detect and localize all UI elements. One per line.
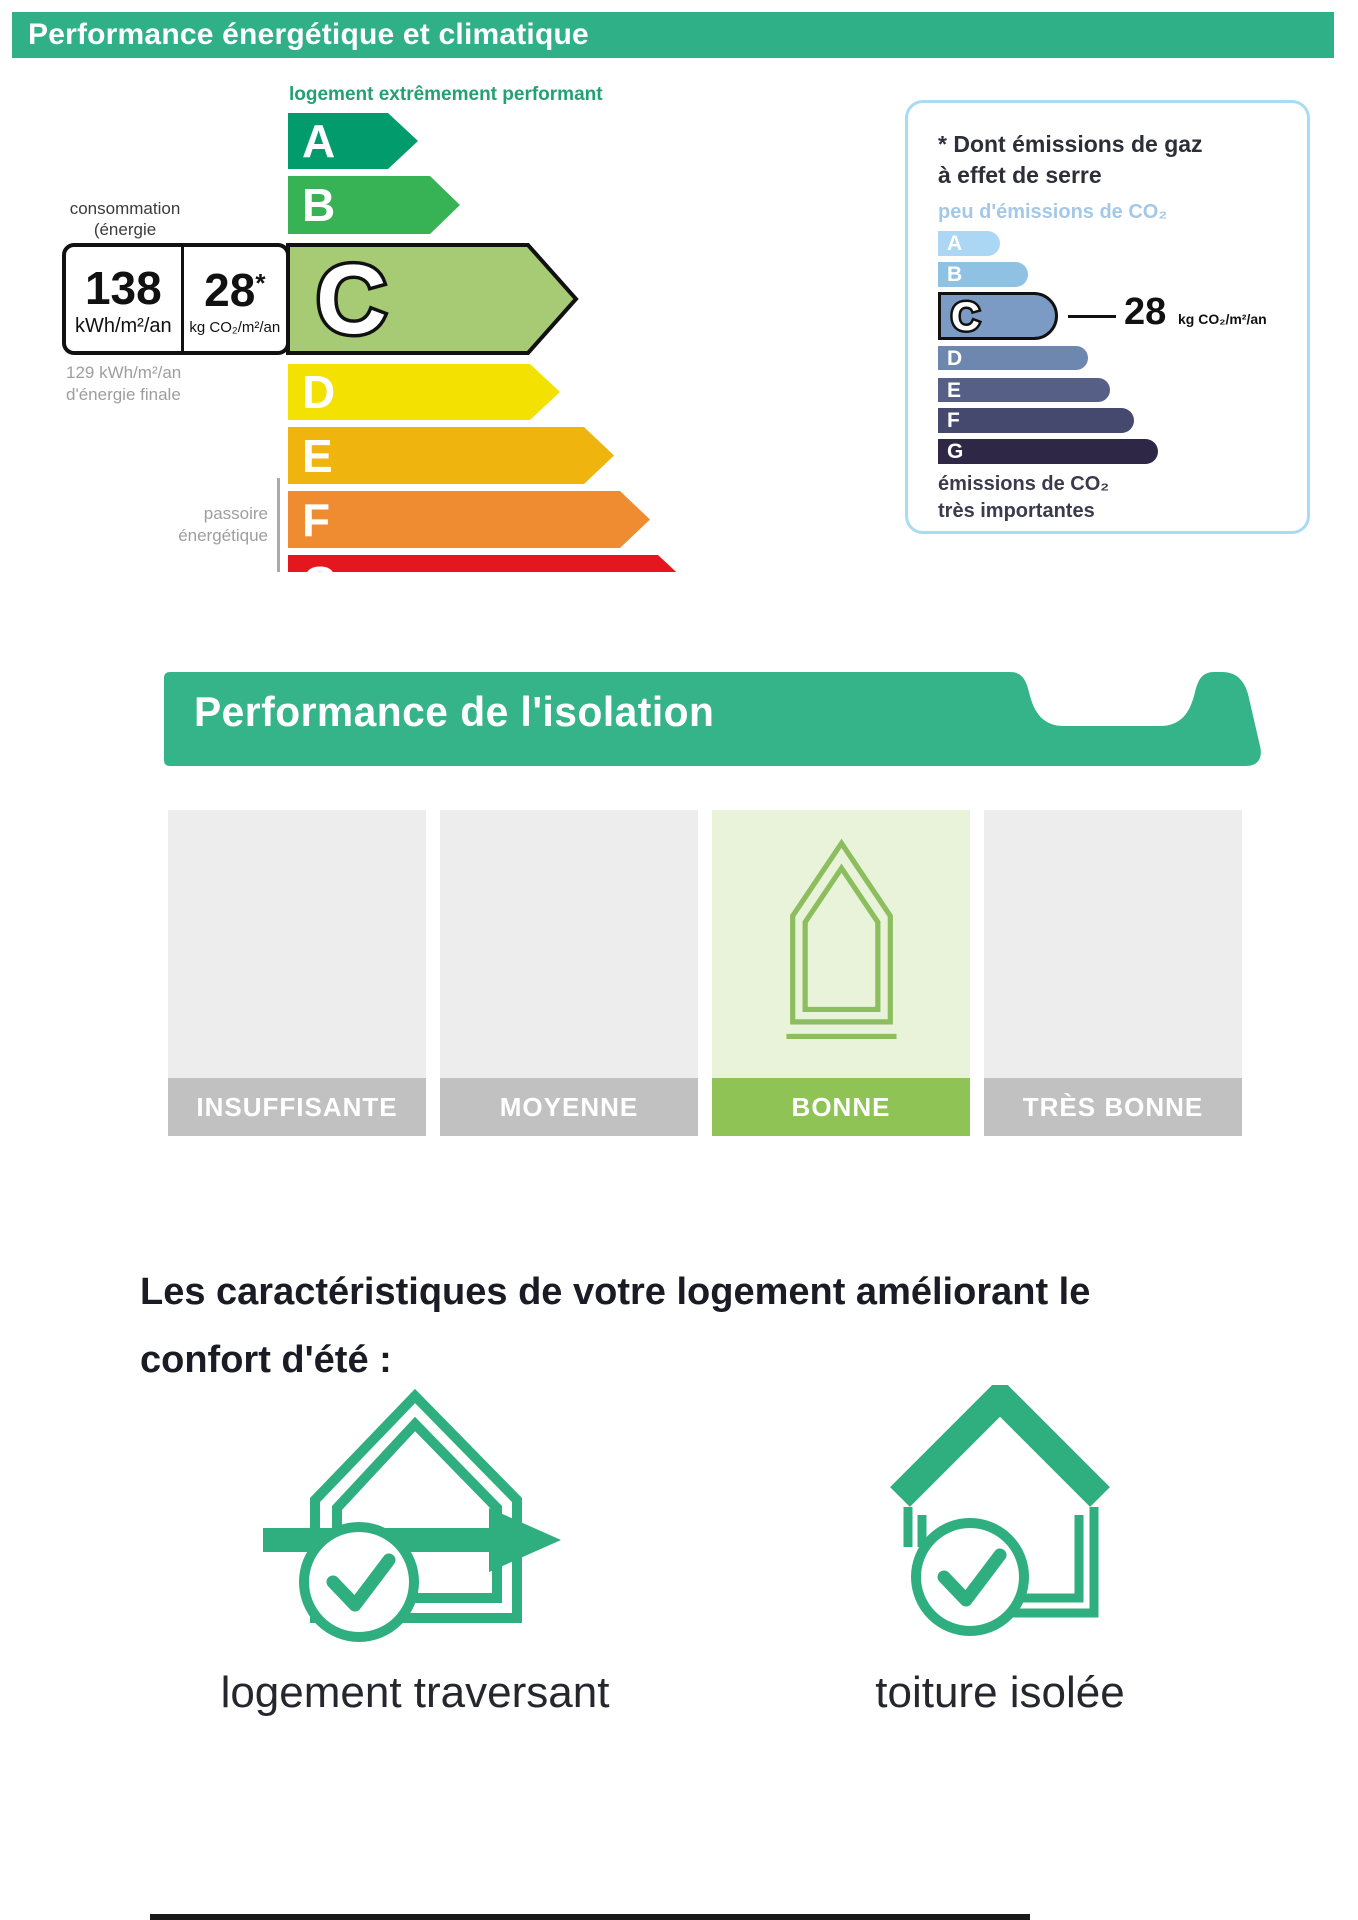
ghg-emissions-box: * Dont émissions de gaz à effet de serre… <box>905 100 1310 534</box>
energy-value-box: 138 kWh/m²/an 28* kg CO₂/m²/an <box>62 243 290 355</box>
insulation-level-label: TRÈS BONNE <box>984 1078 1242 1136</box>
passoire-bracket-line <box>277 478 280 572</box>
bottom-edge-strip <box>150 1914 1030 1920</box>
energy-class-letter-g: G <box>302 560 338 572</box>
energy-class-arrow-d: D <box>288 364 560 420</box>
co2-bar-c-current: C <box>938 292 1058 342</box>
ghg-low-emissions-label: peu d'émissions de CO₂ <box>938 201 1168 223</box>
co2-bar-a: A <box>938 231 1000 256</box>
energy-title-bar: Performance énergétique et climatique <box>12 12 1334 58</box>
insulation-title: Performance de l'isolation <box>194 688 715 735</box>
co2-letter-g: G <box>947 440 964 463</box>
top-scale-label: logement extrêmement performant <box>289 84 603 105</box>
check-circle <box>911 1518 1029 1636</box>
through-arrow <box>263 1508 561 1572</box>
logement-traversant-icon <box>263 1388 561 1642</box>
co2-letter-d: D <box>947 346 963 370</box>
co2-bar-f: F <box>938 408 1134 433</box>
insulation-level-moyenne: MOYENNE <box>440 810 698 1136</box>
insulation-level-insuffisante: INSUFFISANTE <box>168 810 426 1136</box>
check-mark <box>326 1553 396 1612</box>
insulation-card-body <box>712 810 970 1078</box>
check-mark <box>937 1548 1007 1607</box>
energy-class-arrow-g: G <box>288 555 688 572</box>
emissions-value-cell: 28* kg CO₂/m²/an <box>184 247 286 351</box>
co2-letter-e: E <box>947 378 962 402</box>
co2-value: 28 <box>1124 291 1167 333</box>
passoire-energetique-label: passoire énergétique <box>178 504 268 546</box>
final-energy-note: 129 kWh/m²/an d'énergie finale <box>66 363 182 405</box>
emissions-unit: kg CO₂/m²/an <box>189 318 281 336</box>
ghg-box-title: * Dont émissions de gaz à effet de serre <box>938 131 1203 189</box>
insulation-card-body <box>440 810 698 1078</box>
insulation-level-bonne-selected: BONNE <box>712 810 970 1136</box>
green-house-icon <box>785 838 897 1040</box>
check-circle <box>299 1522 419 1642</box>
consumption-value: 138 <box>84 261 162 314</box>
feature-label-logement-traversant: logement traversant <box>220 1668 610 1717</box>
insulation-card-body <box>168 810 426 1078</box>
co2-current-class-letter: C <box>951 295 980 337</box>
energy-class-letter-f: F <box>302 493 331 546</box>
consumption-unit: kWh/m²/an <box>74 314 172 337</box>
consumption-value-cell: 138 kWh/m²/an <box>66 247 184 351</box>
insulation-level-tres-bonne: TRÈS BONNE <box>984 810 1242 1136</box>
co2-bar-b: B <box>938 262 1028 287</box>
co2-unit: kg CO₂/m²/an <box>1178 311 1267 327</box>
current-energy-class-arrow-c: C <box>286 243 579 355</box>
co2-letter-f: F <box>947 409 960 432</box>
insulation-level-label: BONNE <box>712 1078 970 1136</box>
emissions-value: 28* <box>204 263 266 316</box>
insulation-card-body <box>984 810 1242 1078</box>
asterisk: * <box>255 267 266 298</box>
ghg-high-emissions-label: émissions de CO₂ très importantes <box>938 473 1110 522</box>
section-energy-performance: Performance énergétique et climatique lo… <box>0 0 1358 572</box>
energy-class-arrow-b: B <box>288 176 460 234</box>
page-title: Performance énergétique et climatique <box>28 18 589 51</box>
co2-letter-a: A <box>947 232 963 255</box>
insulation-banner <box>164 672 1261 766</box>
toiture-isolee-icon <box>890 1385 1110 1636</box>
energy-class-arrow-f: F <box>288 491 650 548</box>
co2-bar-e: E <box>938 378 1110 402</box>
co2-bar-d: D <box>938 346 1088 370</box>
energy-class-letter-d: D <box>302 366 336 418</box>
energy-class-letter-a: A <box>302 115 336 167</box>
energy-class-arrow-e: E <box>288 427 614 484</box>
insulation-level-label: INSUFFISANTE <box>168 1078 426 1136</box>
insulated-roof <box>890 1385 1110 1507</box>
energy-class-letter-b: B <box>302 179 336 231</box>
insulation-level-label: MOYENNE <box>440 1078 698 1136</box>
feature-label-toiture-isolee: toiture isolée <box>875 1668 1125 1717</box>
current-energy-class-letter: C <box>316 244 387 354</box>
co2-letter-b: B <box>947 263 963 286</box>
energy-class-letter-e: E <box>302 429 333 482</box>
energy-class-arrow-a: A <box>288 113 418 169</box>
summer-comfort-heading: Les caractéristiques de votre logement a… <box>140 1271 1091 1381</box>
co2-callout-line <box>1068 315 1116 318</box>
co2-bar-g: G <box>938 439 1158 464</box>
